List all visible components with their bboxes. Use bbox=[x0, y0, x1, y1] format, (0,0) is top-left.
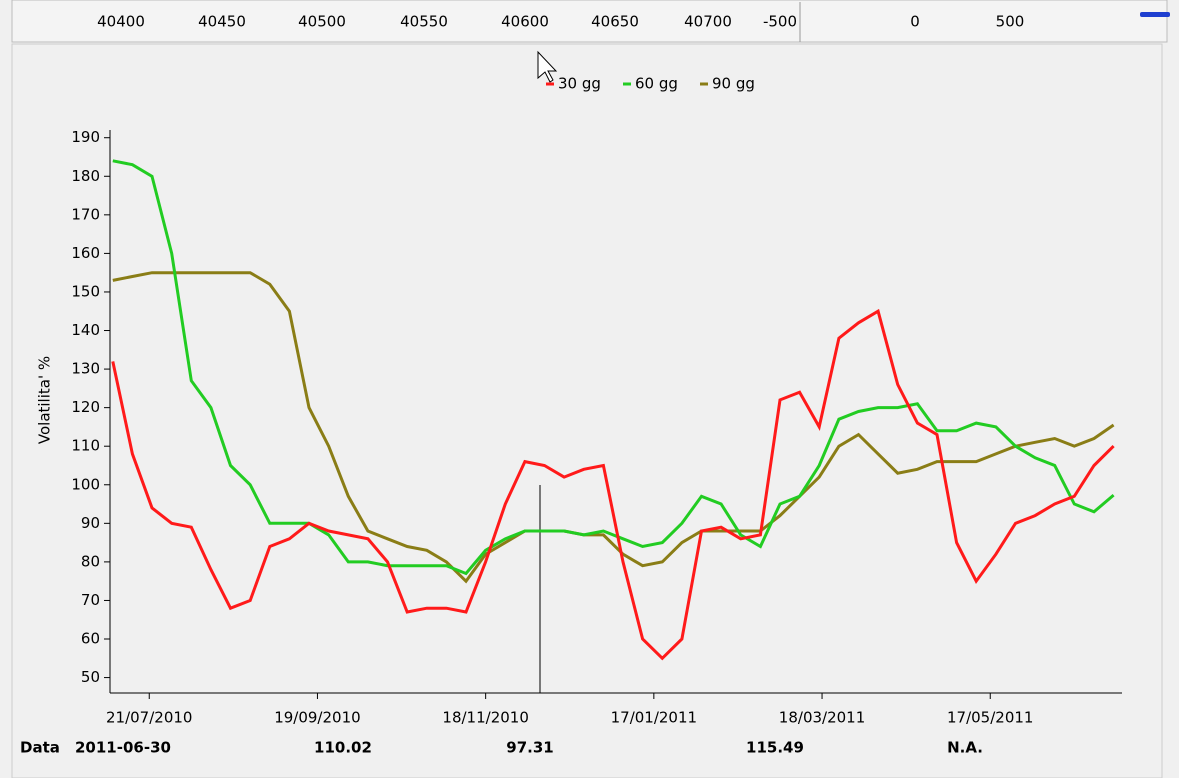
y-tick-label: 130 bbox=[71, 360, 100, 378]
ruler-label: -500 bbox=[763, 13, 797, 31]
page: {"top_ruler": {"left_labels": [40400, 40… bbox=[0, 0, 1179, 778]
ruler-label: 40400 bbox=[97, 13, 145, 31]
status-value: 110.02 bbox=[314, 739, 372, 757]
ruler-label: 40650 bbox=[591, 13, 639, 31]
y-tick-label: 70 bbox=[81, 591, 100, 609]
status-value: 97.31 bbox=[506, 739, 553, 757]
y-tick-label: 50 bbox=[81, 668, 100, 686]
y-tick-label: 100 bbox=[71, 475, 100, 493]
ruler-label: 40500 bbox=[298, 13, 346, 31]
y-tick-label: 190 bbox=[71, 128, 100, 146]
x-tick-label: 21/07/2010 bbox=[106, 709, 192, 727]
y-tick-label: 170 bbox=[71, 205, 100, 223]
x-tick-label: 18/11/2010 bbox=[442, 709, 528, 727]
ruler-label: 500 bbox=[996, 13, 1025, 31]
y-tick-label: 80 bbox=[81, 552, 100, 570]
x-tick-label: 17/05/2011 bbox=[947, 709, 1033, 727]
y-tick-label: 150 bbox=[71, 282, 100, 300]
y-axis-title: Volatilita' % bbox=[36, 356, 54, 444]
status-label: Data bbox=[20, 739, 60, 757]
legend-label: 60 gg bbox=[635, 75, 678, 93]
x-tick-label: 19/09/2010 bbox=[274, 709, 360, 727]
ruler-label: 40700 bbox=[684, 13, 732, 31]
y-tick-label: 180 bbox=[71, 167, 100, 185]
y-tick-label: 90 bbox=[81, 514, 100, 532]
ruler-label: 40550 bbox=[400, 13, 448, 31]
y-tick-label: 110 bbox=[71, 437, 100, 455]
x-tick-label: 17/01/2011 bbox=[611, 709, 697, 727]
status-value: 115.49 bbox=[746, 739, 804, 757]
ruler-bar bbox=[12, 0, 1167, 42]
legend-label: 30 gg bbox=[558, 75, 601, 93]
x-tick-label: 18/03/2011 bbox=[779, 709, 865, 727]
chart-window: Volatilita' % 40400 40450 40500 40550 40600 4… bbox=[0, 0, 1179, 778]
legend-label: 90 gg bbox=[712, 75, 755, 93]
y-tick-label: 160 bbox=[71, 244, 100, 262]
ruler-label: 40450 bbox=[198, 13, 246, 31]
y-tick-label: 140 bbox=[71, 321, 100, 339]
y-tick-label: 60 bbox=[81, 630, 100, 648]
ruler-label: 40600 bbox=[501, 13, 549, 31]
ruler-label: 0 bbox=[910, 13, 920, 31]
ruler-indicator bbox=[1140, 12, 1170, 17]
status-date: 2011-06-30 bbox=[75, 739, 171, 757]
status-na: N.A. bbox=[947, 739, 983, 757]
y-tick-label: 120 bbox=[71, 398, 100, 416]
chart-panel bbox=[12, 44, 1162, 778]
